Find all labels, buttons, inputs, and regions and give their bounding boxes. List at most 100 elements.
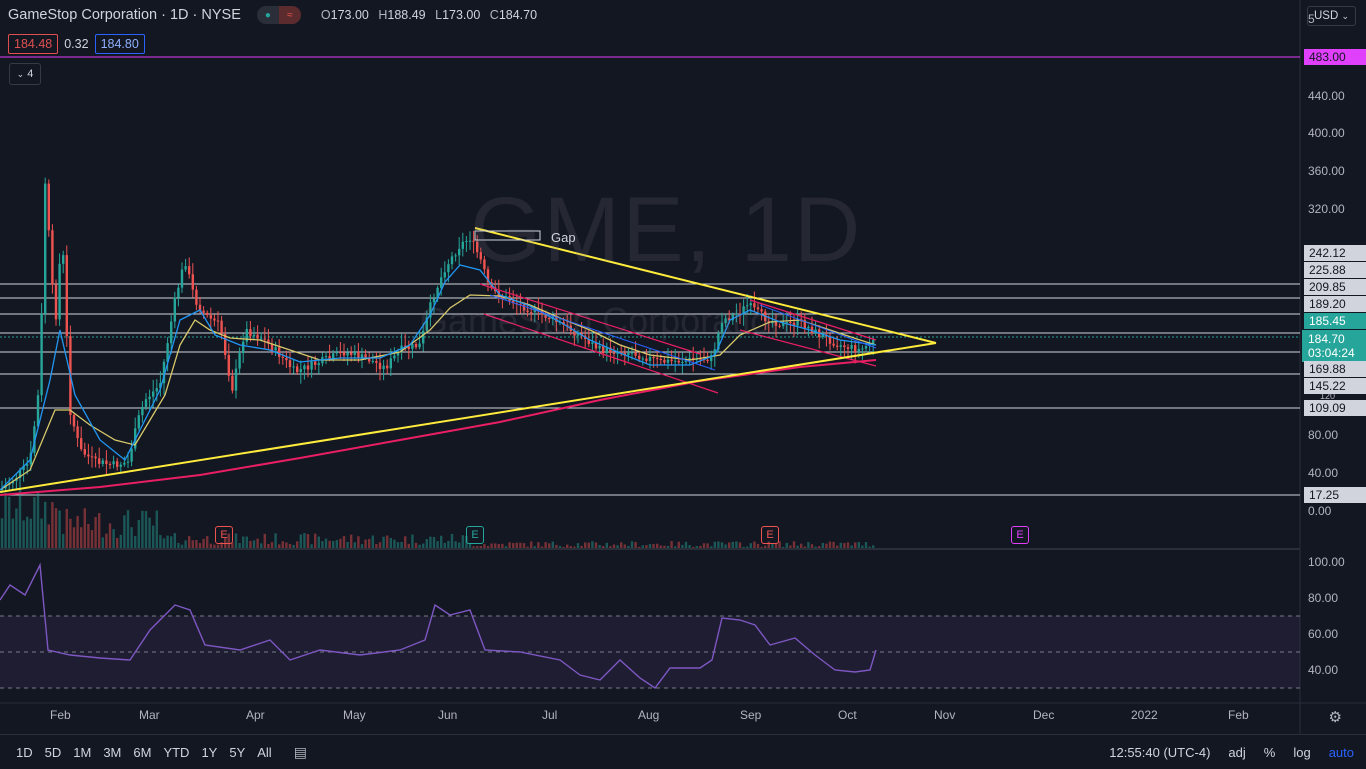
compare-icon[interactable]: ▤ xyxy=(293,743,307,760)
candle-body xyxy=(267,339,270,344)
earnings-marker[interactable]: E xyxy=(761,526,779,544)
volume-bar xyxy=(15,508,18,548)
volume-bar xyxy=(346,541,349,548)
volume-bar xyxy=(677,541,680,548)
candle-body xyxy=(663,359,666,363)
candle-body xyxy=(324,356,328,358)
volume-bar xyxy=(0,518,4,548)
gear-icon[interactable]: ⚙ xyxy=(1328,709,1342,726)
timeframe-5d[interactable]: 5D xyxy=(44,744,62,760)
volume-bar xyxy=(342,536,346,548)
level-tag[interactable]: 209.85 xyxy=(1304,279,1366,295)
volume-bar xyxy=(756,543,760,548)
time-axis[interactable]: Feb Mar Apr May Jun Jul Aug Sep Oct Nov … xyxy=(0,706,1300,726)
timeframe-5y[interactable]: 5Y xyxy=(229,744,246,760)
candle-body xyxy=(249,329,252,337)
timeframe-6m[interactable]: 6M xyxy=(133,744,152,760)
candle-body xyxy=(641,358,644,360)
timeframe-ytd[interactable]: YTD xyxy=(163,744,190,760)
volume-bar xyxy=(83,508,86,548)
auto-toggle[interactable]: auto xyxy=(1328,744,1354,760)
volume-bar xyxy=(18,489,22,548)
bid-ask-box: 184.48 0.32 184.80 xyxy=(8,34,145,54)
candle-body xyxy=(303,365,306,370)
candle-body xyxy=(72,415,76,427)
candle-body xyxy=(681,361,684,363)
volume-bar xyxy=(555,544,558,548)
volume-bar xyxy=(126,510,130,548)
rsi-line xyxy=(0,562,877,689)
volume-bar xyxy=(476,546,479,548)
candle-body xyxy=(159,383,162,389)
earnings-marker[interactable]: E xyxy=(215,526,233,544)
candle-body xyxy=(238,353,241,369)
candle-body xyxy=(573,331,576,336)
volume-bar xyxy=(468,543,472,548)
currency-select[interactable]: USD ⌄ xyxy=(1306,6,1356,26)
last-price: 184.70 xyxy=(1308,332,1345,346)
adj-toggle[interactable]: adj xyxy=(1228,744,1246,760)
volume-bar xyxy=(605,542,608,548)
candle-body xyxy=(713,349,716,356)
volume-bar xyxy=(778,541,781,548)
volume-bar xyxy=(213,544,216,548)
volume-bar xyxy=(303,533,306,548)
candle-body xyxy=(738,313,742,315)
volume-bar xyxy=(458,542,461,548)
last-price-tag[interactable]: 184.70 03:04:24 xyxy=(1302,330,1366,362)
candle-body xyxy=(422,330,425,344)
volume-bar xyxy=(540,546,544,548)
clock[interactable]: 12:55:40 (UTC-4) xyxy=(1109,744,1211,760)
candle-body xyxy=(188,266,191,275)
level-tag[interactable]: 169.88 xyxy=(1304,361,1366,377)
timeframe-1m[interactable]: 1M xyxy=(73,744,92,760)
candle-body xyxy=(281,356,284,358)
volume-bar xyxy=(33,497,36,548)
level-tag[interactable]: 189.20 xyxy=(1304,296,1366,312)
timeframe-1y[interactable]: 1Y xyxy=(201,744,218,760)
level-tag[interactable]: 225.88 xyxy=(1304,262,1366,278)
earnings-marker-upcoming[interactable]: E xyxy=(1011,526,1029,544)
rsi-tick: 60.00 xyxy=(1308,627,1339,641)
market-status-pill[interactable]: ● ≈ xyxy=(256,6,301,24)
indicators-toggle-button[interactable]: ⌄ 4 xyxy=(9,63,41,85)
time-label: Feb xyxy=(50,708,71,722)
level-tag[interactable]: 242.12 xyxy=(1304,245,1366,261)
volume-bar xyxy=(191,540,194,548)
symbol-legend[interactable]: GameStop Corporation · 1D · NYSE ● ≈ O17… xyxy=(8,6,543,24)
candle-body xyxy=(357,351,360,359)
timeframe-1d[interactable]: 1D xyxy=(16,744,33,760)
time-label: Mar xyxy=(139,708,160,722)
candle-body xyxy=(202,310,205,313)
candle-body xyxy=(353,351,356,355)
candle-body xyxy=(789,322,792,324)
candle-body xyxy=(87,454,90,457)
candle-body xyxy=(864,346,868,349)
volume-bar xyxy=(836,545,839,548)
volume-bar xyxy=(382,536,385,548)
percent-toggle[interactable]: % xyxy=(1263,744,1276,760)
bid-price[interactable]: 184.48 xyxy=(8,34,59,54)
level-tag-483[interactable]: 483.00 xyxy=(1304,49,1366,65)
candle-body xyxy=(425,317,428,331)
volume-bar xyxy=(292,544,295,548)
log-toggle[interactable]: log xyxy=(1293,744,1311,760)
level-tag[interactable]: 109.09 xyxy=(1304,400,1366,416)
level-tag[interactable]: 185.45 xyxy=(1304,313,1366,329)
earnings-marker[interactable]: E xyxy=(466,526,484,544)
symbol-title[interactable]: GameStop Corporation · 1D · NYSE xyxy=(8,7,241,23)
level-tag[interactable]: 145.22 xyxy=(1304,378,1366,394)
timeframe-all[interactable]: All xyxy=(257,744,272,760)
timeframe-3m[interactable]: 3M xyxy=(103,744,122,760)
volume-bar xyxy=(44,501,47,548)
candle-body xyxy=(116,461,119,467)
volume-bar xyxy=(389,537,392,548)
price-tick: 80.00 xyxy=(1308,428,1339,442)
volume-bar xyxy=(11,518,14,548)
volume-bar xyxy=(706,543,709,548)
candle-body xyxy=(548,317,551,320)
candle-body xyxy=(288,360,292,368)
level-tag[interactable]: 17.25 xyxy=(1304,487,1366,503)
ask-price[interactable]: 184.80 xyxy=(94,34,145,54)
